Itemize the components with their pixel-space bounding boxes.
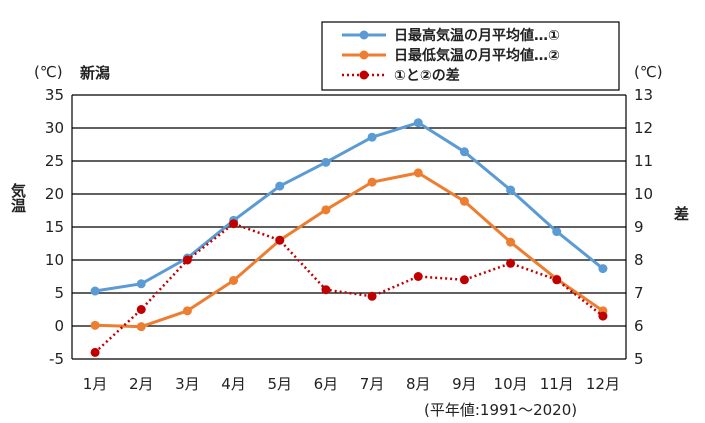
legend-label: 日最高気温の月平均値…① — [394, 27, 560, 44]
data-point — [459, 275, 469, 285]
legend-label: 日最低気温の月平均値…② — [394, 47, 560, 64]
x-tick-label: 8月 — [406, 375, 431, 393]
left-tick-label: 25 — [45, 152, 64, 170]
data-point — [136, 322, 146, 332]
city-name: 新潟 — [80, 64, 110, 82]
right-tick-label: 11 — [634, 152, 653, 170]
x-tick-label: 5月 — [267, 375, 292, 393]
data-point — [321, 285, 331, 295]
x-tick-label: 7月 — [360, 375, 385, 393]
data-point — [367, 132, 377, 142]
x-tick-label: 4月 — [221, 375, 246, 393]
data-point — [413, 118, 423, 128]
data-point — [275, 181, 285, 191]
x-tick-label: 2月 — [129, 375, 154, 393]
right-tick-label: 8 — [634, 251, 644, 269]
data-point — [552, 227, 562, 237]
data-point — [90, 320, 100, 330]
right-axis-label: 差 — [674, 205, 689, 223]
x-tick-label: 1月 — [83, 375, 108, 393]
series-layer — [90, 118, 608, 357]
data-point — [506, 185, 516, 195]
data-point — [275, 235, 285, 245]
x-tick-label: 10月 — [494, 375, 528, 393]
left-tick-label: -5 — [49, 350, 64, 368]
right-tick-label: 13 — [634, 86, 653, 104]
x-tick-label: 12月 — [586, 375, 620, 393]
left-tick-label: 30 — [45, 119, 64, 137]
series-line-3 — [94, 222, 604, 354]
left-tick-label: 15 — [45, 218, 64, 236]
data-point — [367, 177, 377, 187]
data-point — [598, 264, 608, 274]
data-point — [367, 291, 377, 301]
series-line-2 — [95, 171, 604, 329]
legend: 日最高気温の月平均値…① 日最低気温の月平均値…② ①と②の差 — [321, 21, 620, 91]
left-axis-ticks: -5 0 5 10 15 20 25 30 35 — [45, 86, 64, 368]
left-axis-unit: (℃) — [34, 63, 63, 81]
data-point — [598, 311, 608, 321]
right-axis-ticks: 5 6 7 8 9 10 11 12 13 — [634, 86, 653, 368]
left-tick-label: 35 — [45, 86, 64, 104]
data-point — [90, 347, 100, 357]
period-note: (平年値:1991〜2020) — [424, 401, 577, 419]
left-tick-label: 5 — [54, 284, 64, 302]
legend-label: ①と②の差 — [394, 67, 460, 84]
legend-swatch-marker — [359, 50, 369, 60]
data-point — [506, 237, 516, 247]
data-point — [506, 258, 516, 268]
right-tick-label: 10 — [634, 185, 653, 203]
data-point — [182, 306, 192, 316]
right-tick-label: 7 — [634, 284, 644, 302]
data-point — [229, 275, 239, 285]
left-tick-label: 10 — [45, 251, 64, 269]
x-tick-label: 9月 — [452, 375, 477, 393]
right-tick-label: 12 — [634, 119, 653, 137]
data-point — [459, 196, 469, 206]
legend-swatch-marker — [359, 30, 369, 40]
x-tick-label: 3月 — [175, 375, 200, 393]
right-tick-label: 5 — [634, 350, 644, 368]
left-tick-label: 0 — [54, 317, 64, 335]
series-line-1 — [94, 121, 604, 293]
data-point — [459, 147, 469, 157]
right-axis-unit: (℃) — [634, 63, 663, 81]
x-axis-ticks: 1月 2月 3月 4月 5月 6月 7月 8月 9月 10月 11月 12月 — [83, 375, 620, 393]
data-point — [182, 255, 192, 265]
gridlines — [71, 94, 627, 360]
left-axis-label: 気温 — [9, 182, 27, 213]
right-tick-label: 6 — [634, 317, 644, 335]
x-tick-label: 11月 — [540, 375, 574, 393]
data-point — [321, 157, 331, 167]
data-point — [321, 205, 331, 215]
data-point — [136, 305, 146, 314]
data-point — [90, 286, 100, 296]
data-point — [552, 275, 562, 285]
x-tick-label: 6月 — [314, 375, 339, 393]
data-point — [229, 219, 239, 229]
data-point — [413, 272, 423, 281]
data-point — [136, 279, 146, 289]
data-point — [413, 168, 423, 178]
left-tick-label: 20 — [45, 185, 64, 203]
legend-swatch-marker — [359, 70, 369, 80]
right-tick-label: 9 — [634, 218, 644, 236]
